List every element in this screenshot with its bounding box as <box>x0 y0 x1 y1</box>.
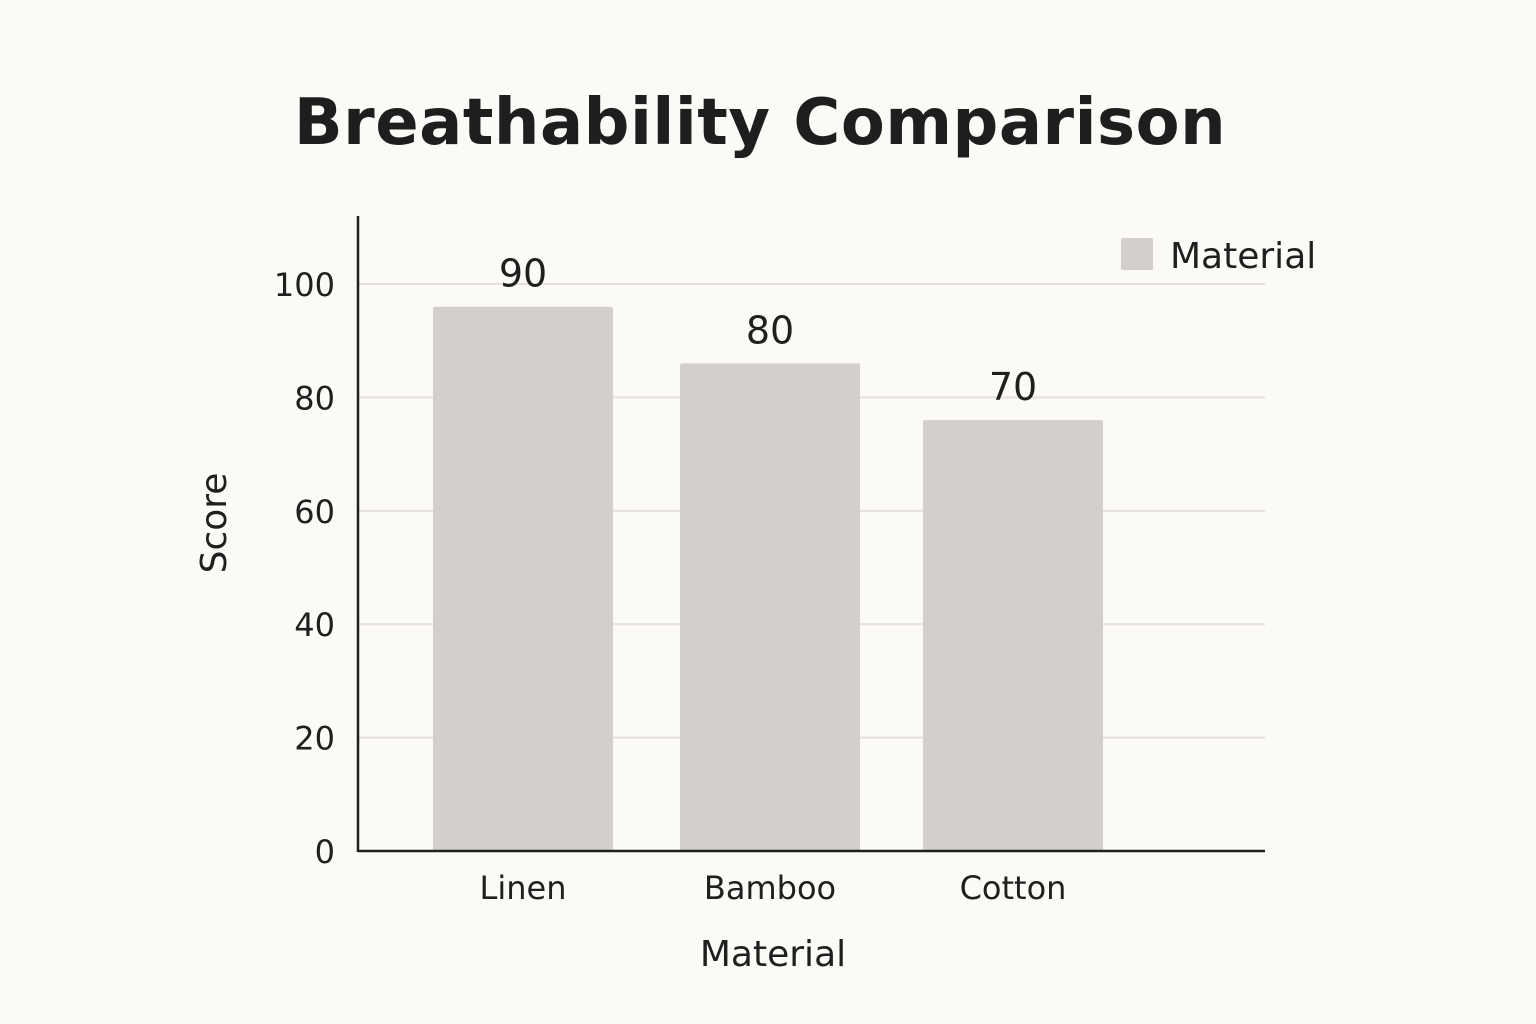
bar <box>680 363 860 851</box>
data-label: 80 <box>746 308 794 352</box>
y-tick-label: 0 <box>315 833 335 871</box>
chart-title: Breathability Comparison <box>293 86 1227 160</box>
x-tick-label: Linen <box>480 869 567 907</box>
bars <box>433 306 1103 851</box>
y-tick-label: 20 <box>294 720 335 758</box>
bar <box>923 420 1103 851</box>
labels: 0 20 40 60 80 100 90 Linen 80 Bamboo 70 Cotton Mater… <box>194 252 1066 975</box>
bar <box>433 306 613 851</box>
legend: Material <box>1121 236 1316 277</box>
x-tick-label: Bamboo <box>704 869 836 907</box>
y-tick-label: 80 <box>294 379 335 417</box>
legend-swatch <box>1121 238 1153 270</box>
y-tick-label: 100 <box>274 266 335 304</box>
data-label: 70 <box>989 365 1037 409</box>
x-axis-title: Material <box>700 934 846 975</box>
y-axis-title: Score <box>194 473 235 574</box>
y-tick-label: 60 <box>294 493 335 531</box>
y-tick-label: 40 <box>294 606 335 644</box>
x-tick-label: Cotton <box>960 869 1067 907</box>
legend-label: Material <box>1170 236 1316 277</box>
data-label: 90 <box>499 252 547 296</box>
axes <box>356 216 1265 853</box>
